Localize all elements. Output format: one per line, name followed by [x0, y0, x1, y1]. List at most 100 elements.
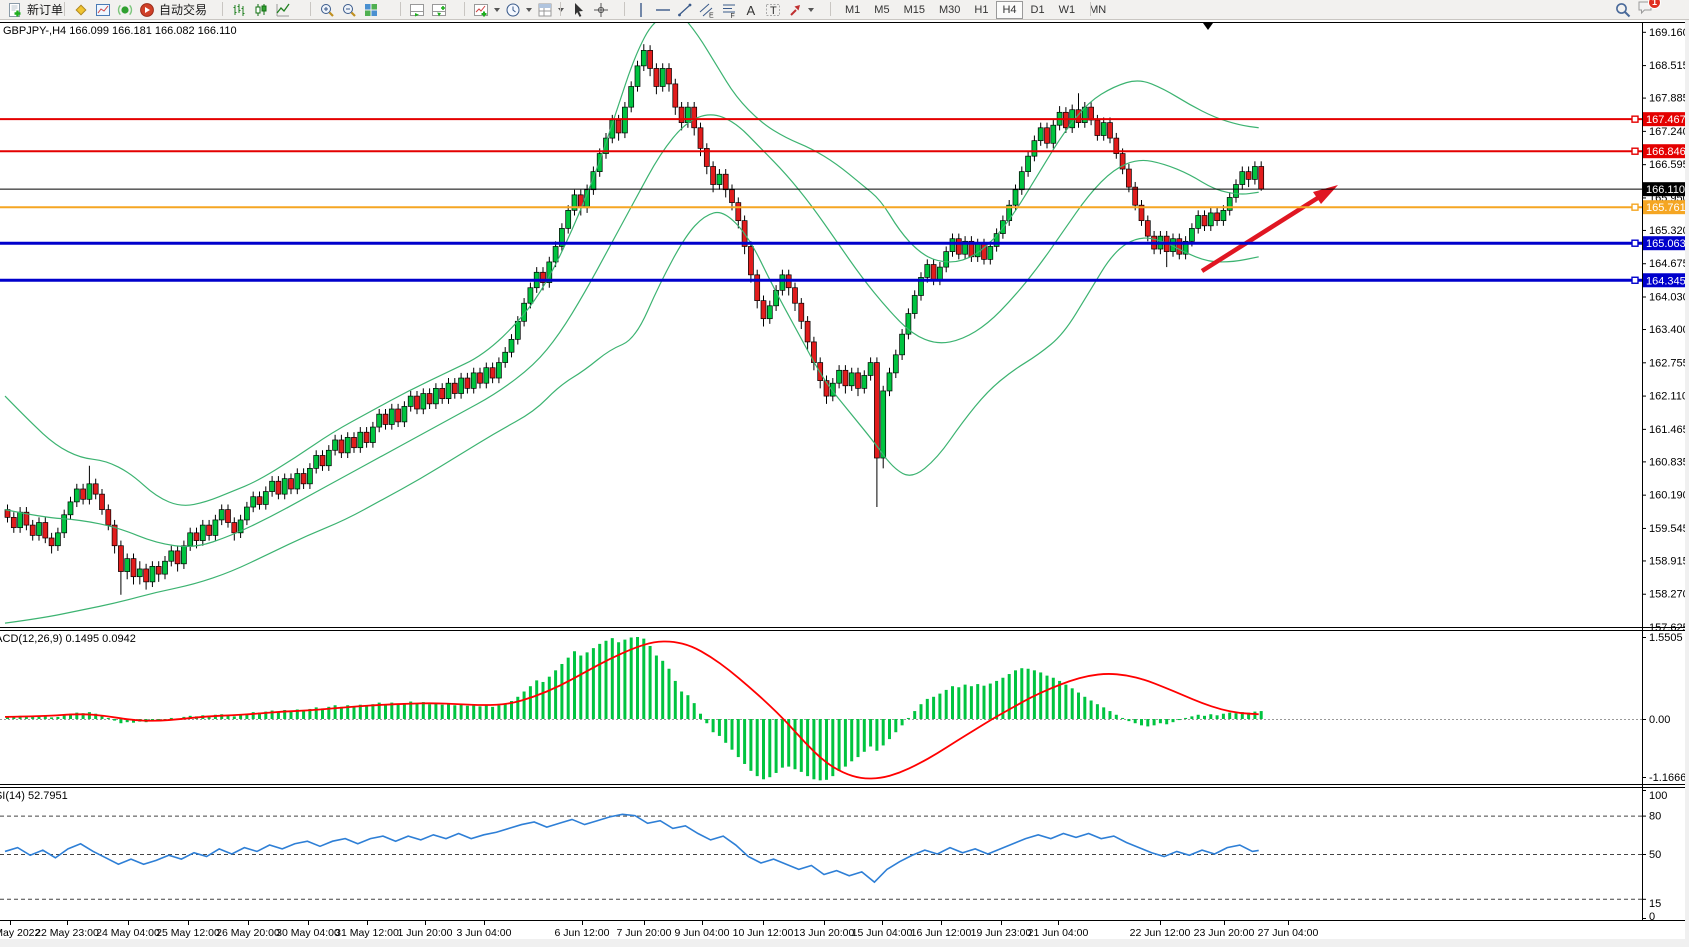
period-caret[interactable]	[526, 7, 532, 12]
timeframe-w1[interactable]: W1	[1058, 3, 1076, 16]
add-indicator-icon[interactable]	[473, 2, 489, 18]
svg-text:164.675: 164.675	[1649, 258, 1689, 270]
app-icons-group: 自动交易	[70, 1, 211, 18]
period-clock-icon[interactable]	[505, 2, 521, 18]
price-badge-label: 164.345	[1646, 275, 1686, 287]
svg-text:159.545: 159.545	[1649, 523, 1689, 535]
arrows-tool-icon[interactable]	[787, 2, 803, 18]
candlestick-chart-icon[interactable]	[253, 2, 269, 18]
cursor-icon[interactable]	[571, 2, 587, 18]
date-tick-label: 26 May 20:00	[216, 927, 280, 939]
template-icon[interactable]	[537, 2, 553, 18]
new-order-group[interactable]: 新订单	[4, 1, 67, 18]
bollinger-bands	[4, 23, 1259, 624]
timeframe-m1[interactable]: M1	[845, 3, 861, 16]
rsi-line	[4, 813, 1259, 884]
line-anchor	[1631, 239, 1639, 247]
rsi-pane	[0, 813, 1642, 900]
bollinger-lower	[4, 211, 1259, 624]
timeframe-h1[interactable]: H1	[974, 3, 989, 16]
date-tick-label: 24 May 04:00	[96, 927, 160, 939]
new-order-icon[interactable]	[7, 2, 23, 18]
macd-pane	[0, 637, 1642, 781]
line-anchor	[1631, 203, 1639, 211]
svg-text:158.915: 158.915	[1649, 555, 1689, 567]
date-tick-label: 3 Jun 04:00	[457, 927, 512, 939]
add-indicator-caret[interactable]	[494, 7, 500, 12]
date-tick-label: 27 Jun 04:00	[1258, 927, 1319, 939]
price-badge	[1643, 144, 1689, 159]
date-tick-label: 10 Jun 12:00	[733, 927, 794, 939]
svg-text:0: 0	[1649, 911, 1655, 923]
date-tick-label: 19 Jun 23:00	[971, 927, 1032, 939]
timeframe-m30[interactable]: M30	[938, 3, 961, 16]
price-axis: 169.160168.515167.885167.240166.595165.9…	[1642, 27, 1689, 634]
window-edge	[1685, 19, 1689, 947]
arrows-tool-caret[interactable]	[808, 7, 814, 12]
bar-chart-icon[interactable]	[231, 2, 247, 18]
svg-text:E: E	[709, 12, 714, 18]
shift-marker	[1203, 23, 1213, 30]
price-badge-label: 167.467	[1646, 114, 1686, 126]
trendline-tool-icon[interactable]	[677, 2, 693, 18]
svg-text:161.465: 161.465	[1649, 424, 1689, 436]
notifications[interactable]: 1	[1634, 0, 1661, 20]
timeframe-m5[interactable]: M5	[874, 3, 890, 16]
template-caret[interactable]	[558, 7, 564, 12]
timeframe-h4[interactable]: H4	[996, 0, 1023, 19]
timeframe-m15[interactable]: M15	[903, 3, 925, 16]
notification-badge: 1	[1648, 0, 1661, 9]
timeframe-d1[interactable]: D1	[1030, 3, 1045, 16]
line-anchor	[1631, 147, 1639, 155]
timeframe-mn[interactable]: MN	[1089, 3, 1107, 16]
crosshair-icon[interactable]	[593, 2, 609, 18]
main-pane	[4, 23, 1338, 624]
equidistant-channel-tool-icon[interactable]: E	[699, 2, 715, 18]
bollinger-upper	[4, 23, 1259, 506]
new-order-label[interactable]: 新订单	[27, 3, 64, 17]
vertical-line-tool-icon[interactable]	[633, 2, 649, 18]
rsi-indicator-label: RSI(14) 52.7951	[0, 790, 68, 802]
svg-text:168.515: 168.515	[1649, 60, 1689, 72]
cursor-group	[568, 1, 612, 18]
zoom-in-icon[interactable]	[319, 2, 335, 18]
svg-text:T: T	[770, 5, 777, 17]
svg-text:F: F	[731, 13, 735, 18]
price-badge-label: 165.761	[1646, 202, 1686, 214]
line-chart-icon[interactable]	[275, 2, 291, 18]
autotrading-icon[interactable]	[139, 2, 155, 18]
svg-text:162.110: 162.110	[1649, 391, 1688, 403]
date-tick-label: 31 May 12:00	[335, 927, 399, 939]
market-watch-icon[interactable]	[73, 2, 89, 18]
svg-text:1.5505: 1.5505	[1649, 632, 1683, 644]
zoom-out-icon[interactable]	[341, 2, 357, 18]
signal-icon[interactable]	[117, 2, 133, 18]
svg-text:15: 15	[1649, 898, 1661, 910]
search-icon[interactable]	[1615, 2, 1631, 18]
svg-text:80: 80	[1649, 811, 1661, 823]
svg-text:163.400: 163.400	[1649, 324, 1689, 336]
svg-text:162.755: 162.755	[1649, 357, 1689, 369]
date-tick-label: 22 Jun 12:00	[1130, 927, 1191, 939]
date-tick-label: 23 Jun 20:00	[1194, 927, 1255, 939]
svg-text:100: 100	[1649, 790, 1667, 802]
indicator-window-add-icon[interactable]	[431, 2, 447, 18]
toolbar-separator	[310, 2, 311, 16]
horizontal-line-tool-icon[interactable]	[655, 2, 671, 18]
dropdown-tools-group	[470, 1, 566, 18]
toolbar-separator	[830, 2, 831, 16]
text-label-tool-icon[interactable]: T	[765, 2, 781, 18]
autotrading-label[interactable]: 自动交易	[159, 3, 208, 17]
indicator-window-icon[interactable]	[409, 2, 425, 18]
toolbar: 新订单 自动交易 E F A T	[0, 0, 1689, 20]
toolbar-separator	[222, 2, 223, 16]
date-tick-label: 13 Jun 20:00	[794, 927, 855, 939]
tile-windows-icon[interactable]	[363, 2, 379, 18]
fibonacci-tool-icon[interactable]: F	[721, 2, 737, 18]
text-tool-icon[interactable]: A	[743, 2, 759, 18]
price-badge	[1643, 236, 1689, 251]
new-chart-window-icon[interactable]	[95, 2, 111, 18]
macd-signal-line	[4, 640, 1259, 780]
toolbar-separator	[624, 2, 625, 16]
